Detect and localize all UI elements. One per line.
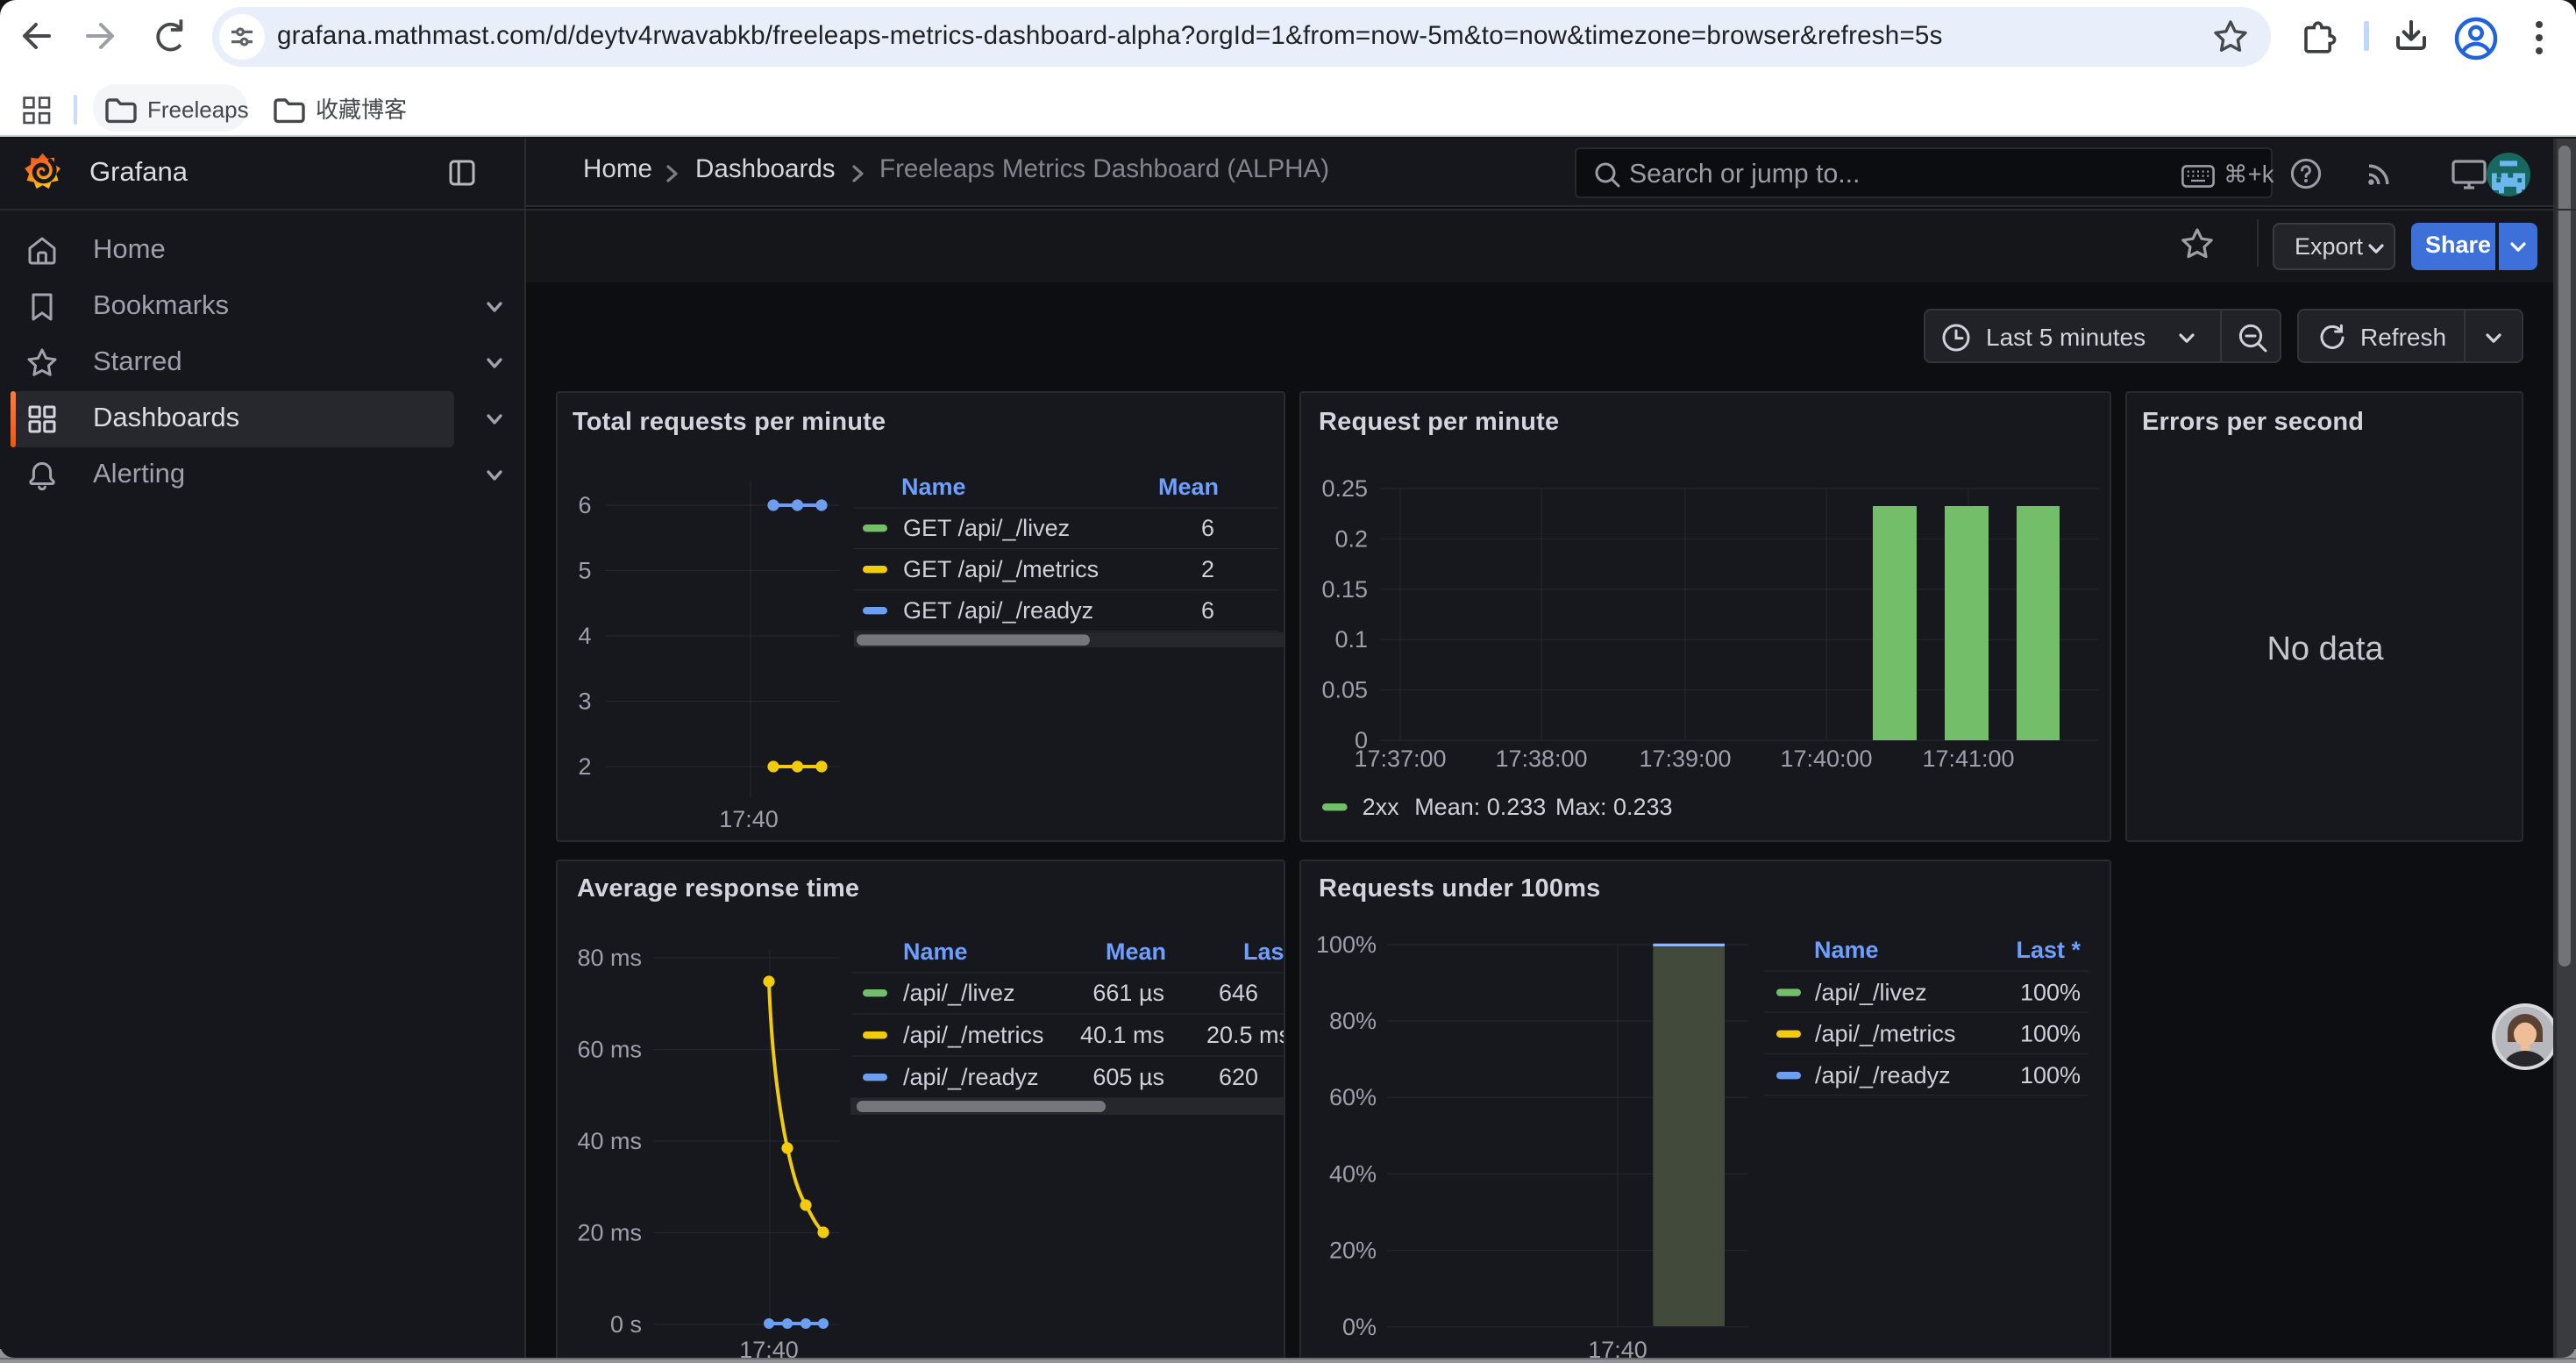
svg-text:Name: Name	[1814, 937, 1879, 963]
svg-text:100%: 100%	[2020, 979, 2081, 1005]
svg-text:/api/_/readyz: /api/_/readyz	[903, 1064, 1039, 1090]
svg-text:/api/_/livez: /api/_/livez	[903, 980, 1015, 1006]
svg-text:2: 2	[578, 753, 591, 779]
svg-text:Mean: Mean	[1158, 473, 1219, 499]
svg-text:20.5 ms: 20.5 ms	[1206, 1022, 1285, 1048]
svg-text:60%: 60%	[1329, 1084, 1377, 1110]
svg-text:2: 2	[1201, 555, 1214, 582]
svg-text:0.2: 0.2	[1334, 525, 1368, 551]
svg-text:Name: Name	[903, 938, 968, 965]
svg-text:GET /api/_/readyz: GET /api/_/readyz	[903, 596, 1093, 623]
svg-text:80 ms: 80 ms	[577, 945, 642, 971]
svg-text:Last *: Last *	[2016, 937, 2081, 963]
svg-text:Max: 0.233: Max: 0.233	[1555, 793, 1673, 819]
svg-text:GET /api/_/livez: GET /api/_/livez	[903, 514, 1070, 540]
svg-text:100%: 100%	[2020, 1062, 2081, 1088]
svg-text:Mean: Mean	[1106, 938, 1166, 965]
svg-text:661 µs: 661 µs	[1092, 980, 1164, 1006]
svg-text:/api/_/metrics: /api/_/metrics	[1815, 1021, 1956, 1047]
svg-text:605 µs: 605 µs	[1092, 1064, 1164, 1090]
svg-text:620: 620	[1219, 1064, 1258, 1090]
svg-text:/api/_/readyz: /api/_/readyz	[1815, 1062, 1951, 1088]
svg-text:Mean: 0.233: Mean: 0.233	[1414, 793, 1546, 819]
svg-text:2xx: 2xx	[1363, 793, 1400, 819]
svg-text:Name: Name	[901, 473, 966, 499]
svg-text:100%: 100%	[2020, 1021, 2081, 1047]
svg-text:100%: 100%	[1316, 931, 1377, 958]
svg-text:0: 0	[1355, 726, 1368, 753]
svg-text:0.25: 0.25	[1321, 475, 1368, 501]
svg-text:GET /api/_/metrics: GET /api/_/metrics	[903, 555, 1099, 582]
svg-text:40.1 ms: 40.1 ms	[1080, 1022, 1164, 1048]
svg-text:0 s: 0 s	[610, 1311, 642, 1338]
svg-text:6: 6	[1201, 514, 1214, 540]
svg-text:60 ms: 60 ms	[577, 1036, 642, 1062]
svg-text:17:37:00: 17:37:00	[1354, 745, 1446, 771]
svg-text:0.1: 0.1	[1334, 625, 1368, 652]
svg-text:/api/_/metrics: /api/_/metrics	[903, 1022, 1044, 1048]
svg-text:5: 5	[578, 556, 591, 582]
svg-text:17:38:00: 17:38:00	[1495, 745, 1587, 771]
svg-text:/api/_/livez: /api/_/livez	[1815, 979, 1927, 1005]
svg-text:Last *: Last *	[1243, 938, 1285, 965]
svg-text:4: 4	[578, 622, 591, 648]
svg-text:646: 646	[1219, 980, 1258, 1006]
svg-text:0.15: 0.15	[1321, 575, 1368, 602]
svg-text:6: 6	[1201, 596, 1214, 623]
svg-text:17:41:00: 17:41:00	[1922, 745, 2014, 771]
svg-text:17:39:00: 17:39:00	[1639, 745, 1731, 771]
svg-text:3: 3	[578, 687, 591, 713]
svg-text:40%: 40%	[1329, 1160, 1377, 1187]
svg-text:20%: 20%	[1329, 1238, 1377, 1264]
svg-text:0%: 0%	[1342, 1314, 1377, 1340]
svg-text:17:40:00: 17:40:00	[1780, 745, 1872, 771]
svg-text:17:40: 17:40	[719, 805, 779, 831]
svg-text:40 ms: 40 ms	[577, 1128, 642, 1154]
svg-text:0.05: 0.05	[1321, 676, 1368, 703]
svg-text:6: 6	[578, 491, 591, 517]
svg-text:20 ms: 20 ms	[577, 1219, 642, 1245]
svg-text:80%: 80%	[1329, 1008, 1377, 1034]
